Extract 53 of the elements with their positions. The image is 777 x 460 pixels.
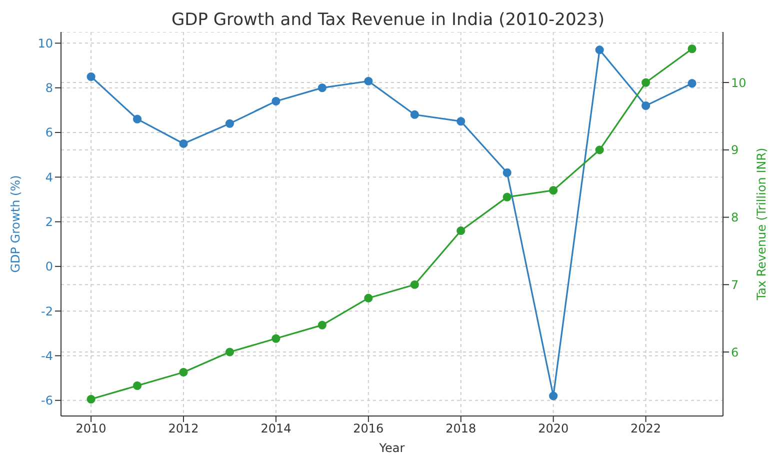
point (272, 334, 280, 343)
point (641, 101, 650, 110)
point (86, 72, 96, 81)
chart-title: GDP Growth and Tax Revenue in India (2010-2023) (170, 9, 606, 32)
y-tick-label: 10 (38, 36, 53, 50)
x-tick-label: 2012 (168, 422, 199, 436)
point (318, 84, 326, 92)
point (641, 78, 650, 87)
point (364, 294, 373, 302)
point (410, 110, 419, 119)
y2-tick-label: 8 (731, 210, 739, 225)
y-tick-label: 0 (45, 260, 53, 274)
y-tick-label: -6 (41, 394, 53, 408)
point (595, 146, 604, 154)
point (86, 394, 96, 404)
point (456, 117, 466, 126)
point (318, 320, 326, 330)
y-tick-label: 4 (45, 170, 53, 184)
point (410, 280, 419, 289)
point (132, 381, 142, 390)
y-tick-label: 6 (45, 126, 53, 140)
point (595, 46, 604, 54)
x-tick-label: 2022 (630, 422, 662, 436)
point (456, 226, 466, 236)
point (549, 186, 558, 195)
point (179, 368, 188, 377)
point (688, 44, 696, 54)
point (502, 168, 512, 177)
point (272, 96, 280, 106)
y-tick-label: -2 (41, 304, 53, 318)
y2-axis-title: Tax Revenue (Trillion INR) (754, 148, 768, 302)
y-axis-title: GDP Growth (%) (8, 175, 22, 273)
y2-tick-label: 7 (731, 278, 739, 292)
x-tick-label: 2010 (76, 422, 106, 436)
x-tick-label: 2016 (353, 422, 384, 436)
y2-tick-label: 6 (731, 345, 739, 360)
point (502, 192, 512, 202)
point (549, 392, 558, 400)
point (179, 139, 188, 148)
y-tick-label: 2 (45, 215, 53, 230)
point (364, 76, 373, 86)
y-tick-label: -4 (41, 348, 53, 363)
x-tick-label: 2020 (538, 422, 569, 436)
x-axis-title: Year (378, 441, 405, 455)
point (225, 119, 234, 128)
y2-tick-label: 9 (731, 143, 739, 158)
x-tick-label: 2018 (446, 422, 476, 436)
point (132, 114, 142, 124)
point (225, 348, 234, 356)
point (688, 79, 696, 88)
x-tick-label: 2014 (260, 422, 292, 436)
y-tick-label: 8 (45, 81, 53, 96)
y2-tick-label: 10 (731, 76, 746, 90)
